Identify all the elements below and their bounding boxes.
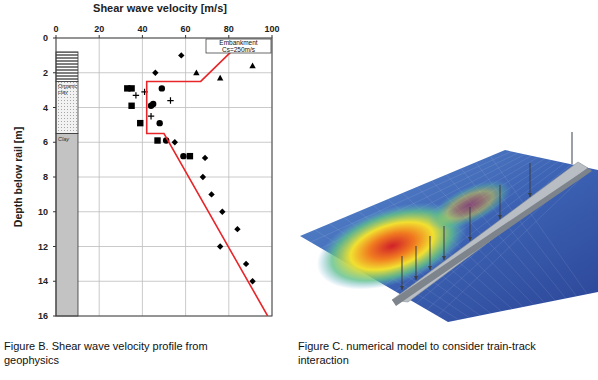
- load-arrow: [530, 163, 531, 197]
- plot-frame: [56, 38, 272, 316]
- marker-diamond: [208, 191, 214, 197]
- load-arrow-head: [400, 286, 404, 290]
- y-axis-label: Depth below rail [m]: [12, 127, 24, 227]
- chart-title: Shear wave velocity [m/s]: [93, 2, 227, 14]
- tick-label-y: 2: [43, 68, 48, 78]
- tick-label-y: 16: [38, 311, 48, 321]
- tick-label-y: 10: [38, 207, 48, 217]
- load-arrow: [402, 256, 403, 290]
- soil-layer: [56, 81, 78, 133]
- marker-square: [187, 153, 193, 159]
- marker-diamond: [219, 209, 225, 215]
- tick-label-y: 12: [38, 242, 48, 252]
- marker-circle: [180, 153, 186, 159]
- marker-square: [154, 137, 160, 143]
- marker-plus: [167, 97, 173, 103]
- tick-label-x: 0: [53, 24, 58, 34]
- load-arrow-head: [414, 276, 418, 280]
- soil-label: Organicclay: [58, 83, 78, 95]
- load-arrow: [444, 226, 445, 260]
- load-arrow-head: [528, 193, 532, 197]
- tick-label-x: 60: [181, 24, 191, 34]
- soil-label-word: Clay: [58, 136, 70, 142]
- grid-line-y: [56, 107, 272, 108]
- marker-diamond: [202, 155, 208, 161]
- tick-label-y: 14: [38, 276, 48, 286]
- caption-b: geophysics: [4, 354, 60, 366]
- caption-b: Figure B. Shear wave velocity profile fr…: [4, 340, 208, 352]
- marker-diamond: [243, 261, 249, 267]
- marker-diamond: [249, 278, 255, 284]
- grid-line-y: [56, 211, 272, 212]
- load-arrow: [500, 185, 501, 219]
- marker-square: [128, 103, 134, 109]
- marker-diamond: [152, 70, 158, 76]
- tick-label-x: 40: [137, 24, 147, 34]
- marker-diamond: [200, 174, 206, 180]
- load-arrow-head: [428, 266, 432, 270]
- tick-label-y: 6: [43, 137, 48, 147]
- tick-label-y: 0: [43, 33, 48, 43]
- soil-column: Organicclay Clay: [56, 52, 78, 316]
- marker-circle: [148, 103, 154, 109]
- load-arrow-head: [498, 215, 502, 219]
- model-render: [300, 132, 598, 322]
- marker-plus: [133, 92, 139, 98]
- grid-line-y: [56, 246, 272, 247]
- marker-circle: [156, 120, 162, 126]
- marker-triangle: [193, 70, 199, 76]
- embankment-side: [392, 168, 592, 306]
- marker-diamond: [178, 52, 184, 58]
- tick-label-x: 80: [224, 24, 234, 34]
- grid-line-y: [56, 72, 272, 73]
- marks: [124, 52, 268, 316]
- marker-diamond: [217, 243, 223, 249]
- model-plane: [300, 150, 598, 322]
- soil-label: Clay: [58, 136, 70, 142]
- grid-line-y: [56, 281, 272, 282]
- caption-c: Figure C. numerical model to consider tr…: [298, 340, 536, 352]
- grid: [56, 38, 272, 316]
- figure: 0 20 40 60 80 100 0 2 4 6 8 10 12 14 16 Organicclay Clay…: [0, 0, 598, 380]
- marker-triangle: [217, 75, 223, 81]
- marker-diamond: [234, 226, 240, 232]
- profile-line: [147, 52, 268, 316]
- marker-plus: [148, 113, 154, 119]
- marker-diamond: [172, 139, 178, 145]
- load-arrow-head: [442, 256, 446, 260]
- load-arrow: [470, 207, 471, 241]
- marker-circle: [159, 85, 165, 91]
- tick-label-x: 100: [264, 24, 279, 34]
- annotation-box: [206, 39, 271, 53]
- tick-label-y: 8: [43, 172, 48, 182]
- marker-square: [128, 85, 134, 91]
- soil-label-word: clay: [58, 89, 69, 95]
- soil-layer: [56, 134, 78, 316]
- soil-layer: [56, 52, 78, 82]
- load-arrow: [416, 246, 417, 280]
- load-arrow: [430, 236, 431, 270]
- caption-c: interaction: [298, 354, 349, 366]
- tick-label-x: 20: [94, 24, 104, 34]
- marker-triangle: [249, 63, 255, 69]
- annotation: Cs=250m/s: [222, 46, 256, 53]
- tick-label-y: 4: [43, 103, 48, 113]
- marker-square: [137, 120, 143, 126]
- load-arrow-head: [468, 237, 472, 241]
- plot-area: [56, 38, 272, 316]
- post: [571, 132, 573, 164]
- grid-line-y: [56, 177, 272, 178]
